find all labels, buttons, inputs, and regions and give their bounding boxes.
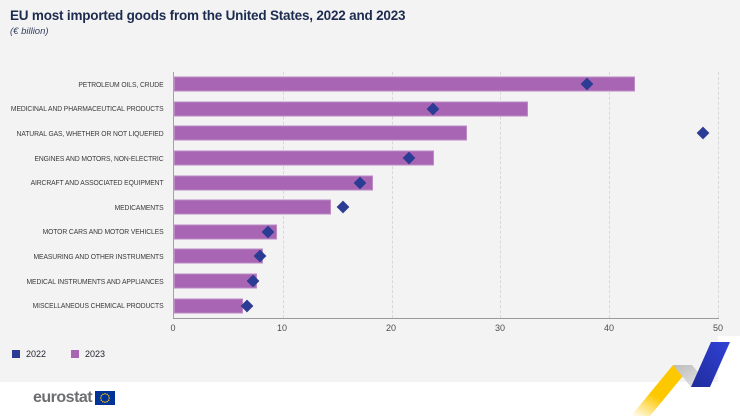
bar-2023 — [174, 150, 435, 166]
chart-row — [174, 195, 718, 220]
bar-2023 — [174, 125, 467, 141]
category-label: Engines and motors, non-electric — [34, 153, 164, 163]
bar-2023 — [174, 273, 257, 289]
eurostat-logo: eurostat — [33, 389, 116, 407]
plot-area — [173, 72, 719, 318]
bar-2023 — [174, 298, 243, 314]
category-label: Natural gas, whether or not liquefied — [16, 128, 164, 138]
diamond-2022 — [696, 127, 710, 140]
x-axis-line — [173, 318, 719, 319]
x-tick-label: 0 — [170, 323, 176, 333]
eurostat-wordmark: eurostat — [33, 389, 93, 406]
legend-label-2022: 2022 — [26, 349, 47, 359]
chart-row — [174, 244, 718, 269]
category-label: Motor cars and motor vehicles — [42, 227, 164, 237]
chart-row — [174, 121, 718, 146]
chart-row — [174, 97, 718, 122]
category-axis-labels: Petroleum oils, crude Medicinal and pharm… — [0, 72, 168, 318]
chart-row — [174, 72, 718, 97]
chart-header: EU most imported goods from the United S… — [10, 8, 406, 37]
x-axis-tick-labels: 0 10 20 30 40 50 — [170, 323, 723, 335]
bar-2023 — [174, 248, 264, 264]
chart-title: EU most imported goods from the United S… — [10, 8, 406, 23]
x-tick-label: 20 — [385, 323, 397, 333]
legend-item-2023: 2023 — [71, 349, 105, 359]
gridline — [391, 72, 393, 318]
legend-swatch-2023-icon — [71, 350, 80, 358]
bar-2023 — [174, 224, 278, 240]
chart-row — [174, 170, 718, 195]
legend-item-2022: 2022 — [12, 349, 46, 359]
category-label: Medicaments — [114, 202, 164, 212]
gridline — [500, 72, 502, 318]
trend-arrow-decoration — [616, 336, 740, 416]
gridline — [609, 72, 611, 318]
bar-2023 — [174, 199, 331, 215]
x-tick-label: 40 — [603, 323, 615, 333]
diamond-2022 — [336, 200, 349, 214]
chart-row — [174, 293, 718, 318]
category-label: Medicinal and pharmaceutical products — [10, 104, 164, 114]
chart-row — [174, 269, 718, 294]
x-tick-label: 10 — [276, 323, 288, 333]
chart-row — [174, 220, 718, 245]
x-tick-label: 30 — [494, 323, 506, 333]
bar-2023 — [174, 101, 528, 117]
category-label: Aircraft and associated equipment — [30, 178, 164, 188]
chart-row — [174, 146, 718, 171]
legend-label-2023: 2023 — [85, 349, 106, 359]
eu-flag-icon — [95, 391, 116, 405]
gridline — [718, 72, 719, 318]
legend: 2022 2023 — [12, 349, 105, 359]
legend-swatch-2022-icon — [12, 350, 20, 358]
gridline — [282, 72, 284, 318]
bar-2023 — [174, 76, 636, 92]
bar-2023 — [174, 175, 374, 191]
chart-subtitle: (€ billion) — [10, 26, 49, 37]
category-label: Measuring and other instruments — [33, 251, 164, 261]
category-label: Miscellaneous chemical products — [32, 301, 164, 311]
x-tick-label: 50 — [712, 323, 724, 333]
category-label: Medical instruments and appliances — [26, 276, 164, 286]
category-label: Petroleum oils, crude — [78, 79, 164, 89]
